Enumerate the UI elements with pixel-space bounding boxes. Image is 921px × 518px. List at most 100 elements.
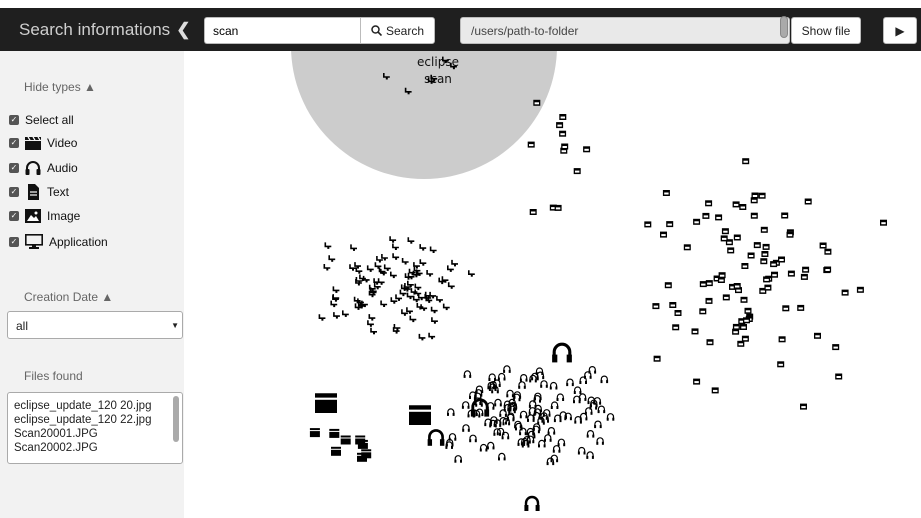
video-node-icon[interactable] bbox=[329, 428, 340, 438]
audio-node-icon[interactable] bbox=[552, 445, 562, 454]
image-node-icon[interactable] bbox=[702, 212, 710, 219]
checkbox-icon[interactable]: ✓ bbox=[9, 138, 19, 148]
application-node-icon[interactable] bbox=[409, 314, 418, 323]
image-node-icon[interactable] bbox=[693, 218, 701, 225]
checkbox-icon[interactable]: ✓ bbox=[9, 162, 19, 173]
image-node-icon[interactable] bbox=[664, 282, 672, 289]
image-node-icon[interactable] bbox=[747, 252, 755, 259]
application-node-icon[interactable] bbox=[395, 293, 403, 302]
sidebar-toggle[interactable]: Search informations ❮ bbox=[19, 20, 190, 40]
audio-node-icon[interactable] bbox=[493, 398, 503, 407]
image-node-icon[interactable] bbox=[762, 243, 770, 250]
image-node-icon[interactable] bbox=[781, 212, 789, 219]
image-node-icon[interactable] bbox=[777, 361, 785, 368]
video-node-icon[interactable] bbox=[340, 435, 351, 445]
application-node-icon[interactable] bbox=[447, 281, 456, 290]
image-node-icon[interactable] bbox=[761, 251, 769, 257]
audio-node-icon[interactable] bbox=[565, 378, 575, 387]
checkbox-icon[interactable]: ✓ bbox=[9, 115, 19, 125]
image-node-icon[interactable] bbox=[782, 305, 790, 312]
audio-node-icon[interactable] bbox=[512, 393, 522, 402]
audio-node-icon[interactable] bbox=[573, 386, 583, 395]
image-node-icon[interactable] bbox=[727, 247, 735, 254]
audio-node-icon[interactable] bbox=[506, 413, 516, 422]
image-node-icon[interactable] bbox=[760, 226, 768, 233]
files-list[interactable]: eclipse_update_120 20.jpg eclipse_update… bbox=[7, 392, 183, 464]
audio-node-icon[interactable] bbox=[513, 420, 523, 429]
audio-node-icon[interactable] bbox=[446, 408, 456, 417]
image-node-icon[interactable] bbox=[529, 209, 537, 215]
image-node-icon[interactable] bbox=[764, 284, 772, 291]
search-button[interactable]: Search bbox=[360, 17, 435, 44]
application-node-icon[interactable] bbox=[333, 311, 341, 320]
application-node-icon[interactable] bbox=[318, 313, 327, 322]
audio-node-icon[interactable] bbox=[539, 380, 549, 389]
application-node-icon[interactable] bbox=[436, 295, 444, 304]
image-node-icon[interactable] bbox=[533, 99, 541, 106]
image-node-icon[interactable] bbox=[814, 332, 821, 339]
audio-node-icon[interactable] bbox=[537, 439, 547, 448]
application-node-icon[interactable] bbox=[350, 243, 358, 252]
image-node-icon[interactable] bbox=[824, 266, 832, 273]
image-node-icon[interactable] bbox=[669, 302, 677, 308]
application-node-icon[interactable] bbox=[419, 243, 428, 252]
application-node-icon[interactable] bbox=[389, 235, 397, 244]
audio-node-icon[interactable] bbox=[505, 389, 515, 398]
hide-types-toggle[interactable]: Hide types ▲ bbox=[24, 80, 96, 94]
image-node-icon[interactable] bbox=[797, 304, 805, 311]
audio-node-icon[interactable] bbox=[479, 443, 488, 453]
application-node-icon[interactable] bbox=[451, 259, 459, 268]
audio-node-icon[interactable] bbox=[599, 375, 609, 384]
image-node-icon[interactable] bbox=[750, 212, 758, 219]
audio-node-icon[interactable] bbox=[502, 365, 512, 374]
application-node-icon[interactable] bbox=[429, 245, 438, 254]
image-node-icon[interactable] bbox=[662, 190, 670, 196]
type-application[interactable]: ✓ Application bbox=[9, 234, 108, 249]
audio-node-icon[interactable] bbox=[595, 437, 605, 446]
image-node-icon[interactable] bbox=[672, 324, 680, 331]
image-node-icon[interactable] bbox=[819, 242, 827, 249]
image-node-icon[interactable] bbox=[693, 378, 701, 385]
image-node-icon[interactable] bbox=[705, 297, 713, 304]
image-node-icon[interactable] bbox=[644, 221, 652, 228]
type-video[interactable]: ✓ Video bbox=[9, 136, 77, 150]
application-node-icon[interactable] bbox=[442, 302, 451, 311]
application-node-icon[interactable] bbox=[366, 264, 375, 273]
application-node-icon[interactable] bbox=[393, 323, 402, 332]
image-node-icon[interactable] bbox=[721, 228, 729, 235]
image-node-icon[interactable] bbox=[760, 258, 768, 265]
image-node-icon[interactable] bbox=[732, 201, 740, 208]
image-node-icon[interactable] bbox=[741, 335, 749, 342]
image-node-icon[interactable] bbox=[559, 114, 567, 120]
audio-node-icon[interactable] bbox=[486, 441, 496, 450]
application-node-icon[interactable] bbox=[431, 316, 439, 325]
image-node-icon[interactable] bbox=[835, 373, 843, 380]
image-node-icon[interactable] bbox=[652, 303, 660, 310]
audio-node-icon[interactable] bbox=[526, 414, 536, 423]
application-node-icon[interactable] bbox=[383, 263, 392, 272]
application-node-icon[interactable] bbox=[426, 269, 434, 278]
audio-node-icon[interactable] bbox=[461, 401, 471, 410]
application-node-icon[interactable] bbox=[418, 333, 427, 342]
image-node-icon[interactable] bbox=[717, 277, 725, 283]
image-node-icon[interactable] bbox=[733, 283, 741, 289]
audio-node-icon[interactable] bbox=[549, 454, 559, 463]
audio-node-icon[interactable] bbox=[488, 419, 498, 428]
image-node-icon[interactable] bbox=[722, 294, 730, 301]
image-node-icon[interactable] bbox=[824, 248, 832, 255]
image-node-icon[interactable] bbox=[742, 158, 750, 165]
audio-node-icon[interactable] bbox=[461, 424, 471, 433]
image-node-icon[interactable] bbox=[778, 336, 786, 343]
image-node-icon[interactable] bbox=[841, 289, 849, 296]
type-select-all[interactable]: ✓ Select all bbox=[9, 113, 74, 127]
image-node-icon[interactable] bbox=[743, 317, 750, 324]
application-node-icon[interactable] bbox=[324, 241, 333, 250]
image-node-icon[interactable] bbox=[800, 273, 808, 280]
type-image[interactable]: ✓ Image bbox=[9, 209, 80, 223]
image-node-icon[interactable] bbox=[733, 234, 741, 241]
image-node-icon[interactable] bbox=[750, 197, 758, 204]
list-item[interactable]: eclipse_update_120 22.jpg bbox=[14, 414, 152, 426]
audio-node-icon[interactable] bbox=[577, 446, 587, 456]
creation-date-select[interactable]: all ▼ bbox=[7, 311, 183, 339]
audio-node-icon[interactable] bbox=[596, 405, 606, 414]
